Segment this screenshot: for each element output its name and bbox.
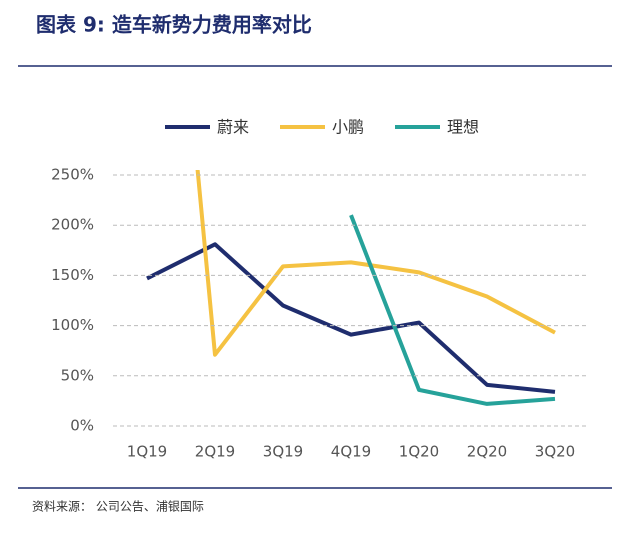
x-tick-label: 1Q20: [399, 443, 439, 461]
x-tick-label: 2Q20: [467, 443, 507, 461]
x-tick-label: 3Q20: [535, 443, 575, 461]
legend-label: 理想: [447, 118, 479, 137]
y-tick-label: 200%: [51, 216, 94, 234]
y-tick-label: 150%: [51, 266, 94, 284]
legend-label: 小鹏: [332, 118, 364, 137]
source-note: 资料来源： 公司公告、浦银国际: [32, 500, 204, 514]
y-tick-label: 100%: [51, 316, 94, 334]
x-tick-label: 1Q19: [127, 443, 167, 461]
y-tick-label: 50%: [61, 366, 94, 384]
series-line: [195, 170, 556, 357]
legend-label: 蔚来: [217, 118, 249, 137]
chart-title: 图表 9: 造车新势力费用率对比: [36, 13, 312, 37]
y-tick-label: 250%: [51, 166, 94, 184]
series-line: [146, 242, 556, 394]
x-tick-label: 4Q19: [331, 443, 371, 461]
x-tick-label: 3Q19: [263, 443, 303, 461]
x-tick-label: 2Q19: [195, 443, 235, 461]
y-tick-label: 0%: [70, 417, 94, 435]
series-line: [349, 214, 556, 406]
plot-area: [146, 170, 556, 406]
